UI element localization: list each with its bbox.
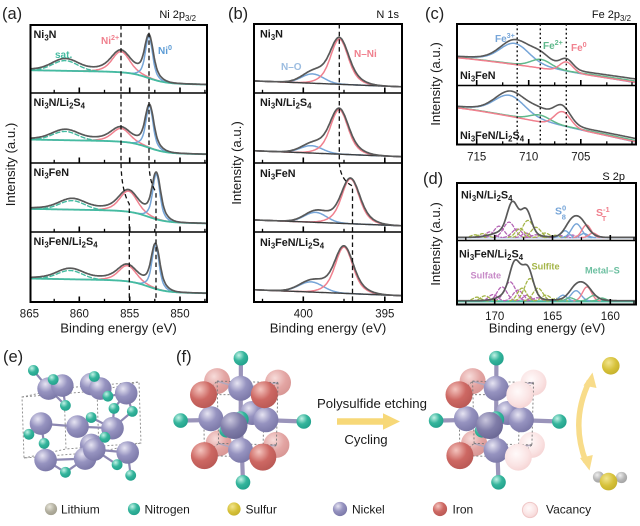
svg-text:Ni3N/Li2S4: Ni3N/Li2S4 bbox=[461, 190, 513, 204]
svg-text:400: 400 bbox=[294, 309, 313, 321]
svg-text:Intensity (a.u.): Intensity (a.u.) bbox=[428, 42, 443, 126]
svg-text:Ni3FeN: Ni3FeN bbox=[34, 167, 70, 181]
svg-text:Ni3FeN/Li2S4: Ni3FeN/Li2S4 bbox=[260, 237, 325, 251]
svg-text:855: 855 bbox=[120, 309, 139, 321]
svg-text:Ni3FeN: Ni3FeN bbox=[460, 70, 496, 84]
svg-text:165: 165 bbox=[543, 311, 562, 323]
svg-text:N–O: N–O bbox=[281, 62, 302, 73]
svg-text:Ni3N/Li2S4: Ni3N/Li2S4 bbox=[260, 97, 312, 111]
svg-text:Sulfur: Sulfur bbox=[246, 503, 277, 517]
svg-text:(d): (d) bbox=[423, 170, 443, 188]
svg-text:Nickel: Nickel bbox=[352, 503, 385, 517]
svg-text:(c): (c) bbox=[425, 5, 444, 23]
svg-text:Binding energy (eV): Binding energy (eV) bbox=[60, 321, 177, 336]
svg-text:850: 850 bbox=[170, 309, 189, 321]
svg-text:Fe2+: Fe2+ bbox=[543, 38, 563, 52]
svg-text:160: 160 bbox=[601, 311, 620, 323]
svg-text:S-1T: S-1 T bbox=[596, 205, 610, 223]
svg-text:(f): (f) bbox=[176, 348, 192, 366]
svg-text:865: 865 bbox=[20, 309, 39, 321]
svg-text:Metal–S: Metal–S bbox=[585, 266, 620, 276]
svg-text:sat.: sat. bbox=[55, 50, 72, 61]
svg-text:395: 395 bbox=[375, 309, 394, 321]
svg-text:S 2p: S 2p bbox=[602, 171, 625, 183]
svg-text:Ni0: Ni0 bbox=[158, 43, 172, 57]
svg-text:Sulfate: Sulfate bbox=[471, 271, 502, 281]
svg-text:Fe3+: Fe3+ bbox=[495, 31, 515, 45]
svg-text:S08: S0 8 bbox=[555, 204, 566, 222]
svg-text:Intensity (a.u.): Intensity (a.u.) bbox=[229, 121, 244, 205]
svg-text:Polysulfide etching: Polysulfide etching bbox=[317, 396, 427, 411]
svg-text:Fe 2p3/2: Fe 2p3/2 bbox=[592, 9, 631, 23]
svg-text:Ni3N/Li2S4: Ni3N/Li2S4 bbox=[34, 97, 86, 111]
svg-text:860: 860 bbox=[70, 309, 89, 321]
svg-text:(b): (b) bbox=[228, 5, 248, 23]
svg-text:Intensity (a.u.): Intensity (a.u.) bbox=[428, 202, 443, 286]
svg-text:(a): (a) bbox=[2, 5, 22, 23]
svg-text:Ni3FeN: Ni3FeN bbox=[260, 168, 296, 182]
svg-text:N–Ni: N–Ni bbox=[354, 49, 377, 60]
svg-text:(e): (e) bbox=[3, 348, 23, 366]
svg-text:Lithium: Lithium bbox=[61, 503, 100, 517]
svg-text:Cycling: Cycling bbox=[344, 432, 387, 447]
svg-text:Intensity (a.u.): Intensity (a.u.) bbox=[3, 123, 18, 207]
svg-text:Ni3N: Ni3N bbox=[260, 29, 283, 43]
svg-text:Ni3N: Ni3N bbox=[34, 29, 57, 43]
svg-text:705: 705 bbox=[571, 152, 590, 164]
svg-text:Nitrogen: Nitrogen bbox=[145, 503, 190, 517]
svg-text:Ni3FeN/Li2S4: Ni3FeN/Li2S4 bbox=[34, 236, 99, 250]
svg-text:170: 170 bbox=[485, 311, 504, 323]
svg-text:Fe0: Fe0 bbox=[571, 40, 587, 54]
svg-text:Binding energy (eV): Binding energy (eV) bbox=[489, 321, 606, 336]
svg-text:715: 715 bbox=[467, 152, 486, 164]
svg-text:Sulfite: Sulfite bbox=[532, 262, 560, 272]
svg-text:Ni3FeN/Li2S4: Ni3FeN/Li2S4 bbox=[460, 130, 525, 144]
svg-text:N 1s: N 1s bbox=[376, 9, 399, 21]
svg-text:Binding energy (eV): Binding energy (eV) bbox=[270, 321, 387, 336]
svg-text:Ni 2p3/2: Ni 2p3/2 bbox=[159, 9, 196, 23]
svg-text:Ni2+: Ni2+ bbox=[101, 33, 119, 47]
svg-text:710: 710 bbox=[519, 152, 538, 164]
svg-text:Iron: Iron bbox=[453, 503, 474, 517]
svg-text:Ni3FeN/Li2S4: Ni3FeN/Li2S4 bbox=[459, 249, 524, 263]
svg-text:Vacancy: Vacancy bbox=[546, 503, 591, 517]
